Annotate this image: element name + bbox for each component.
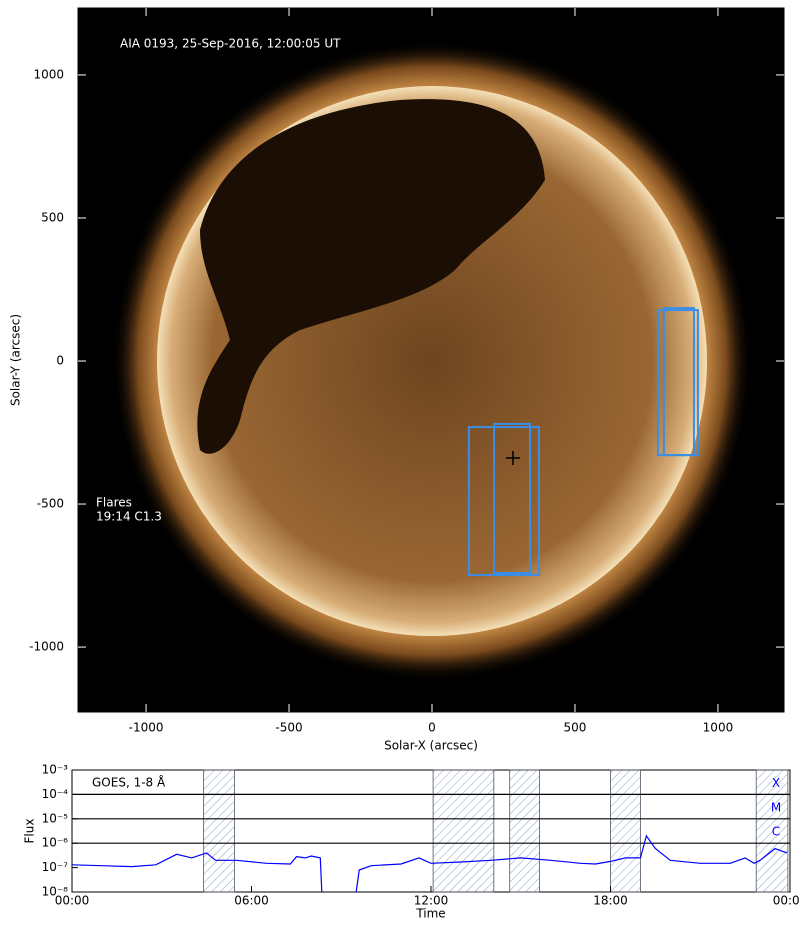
coronal-hole <box>197 99 545 454</box>
y-tick-label: 10⁻⁷ <box>42 860 69 874</box>
x-tick-label: 00:00 <box>55 894 90 908</box>
x-tick-label: 18:00 <box>593 894 628 908</box>
flux-line <box>71 834 788 893</box>
annotation: 19:14 C1.3 <box>96 510 162 524</box>
region-box <box>662 307 695 457</box>
region-box <box>467 426 540 576</box>
y-tick-label: 10⁻⁴ <box>42 787 69 801</box>
shaded-interval <box>610 769 641 893</box>
x-tick-label: -1000 <box>129 721 164 735</box>
goes-panel: GOES, 1-8 Å Time Flux XMC 00:00 06:00 12:00… <box>23 763 799 921</box>
x-tick-label: 1000 <box>703 721 734 735</box>
image-title: AIA 0193, 25-Sep-2016, 12:00:05 UT <box>120 37 341 51</box>
x-tick-label: -500 <box>275 721 302 735</box>
series-label: GOES, 1-8 Å <box>92 775 166 790</box>
y-tick-label: 10⁻³ <box>42 763 69 777</box>
y-axis-label: Solar-Y (arcsec) <box>9 314 23 406</box>
x-axis-label: Time <box>415 907 445 921</box>
plot-frame <box>71 769 791 893</box>
y-tick-label: 10⁻⁸ <box>42 885 69 899</box>
x-tick-label: 500 <box>564 721 587 735</box>
shaded-interval <box>509 769 540 893</box>
solar-image-panel: AIA 0193, 25-Sep-2016, 12:00:05 UT Flare… <box>9 7 785 753</box>
class-label: X <box>772 776 780 790</box>
shaded-interval <box>432 769 495 893</box>
y-axis-label: Flux <box>23 819 37 844</box>
y-tick-label: -1000 <box>29 640 64 654</box>
flare-marker <box>505 450 520 465</box>
x-tick-label: 06:00 <box>234 894 269 908</box>
y-tick-label: 10⁻⁶ <box>42 836 69 850</box>
y-tick-label: -500 <box>37 497 64 511</box>
x-tick-label: 12:00 <box>414 894 449 908</box>
region-box <box>493 422 532 574</box>
y-tick-label: 500 <box>41 210 64 224</box>
shaded-interval <box>755 769 789 893</box>
x-tick-label: 00:00 <box>773 894 799 908</box>
x-axis-label: Solar-X (arcsec) <box>384 739 478 753</box>
annotation: Flares <box>96 496 132 510</box>
class-label: C <box>772 825 780 839</box>
y-tick-label: 0 <box>56 354 64 368</box>
y-tick-label: 1000 <box>33 67 64 81</box>
y-tick-label: 10⁻⁵ <box>42 811 69 825</box>
x-tick-label: 0 <box>428 721 436 735</box>
class-label: M <box>771 800 781 814</box>
plot-frame <box>77 7 785 713</box>
shaded-interval <box>203 769 235 893</box>
